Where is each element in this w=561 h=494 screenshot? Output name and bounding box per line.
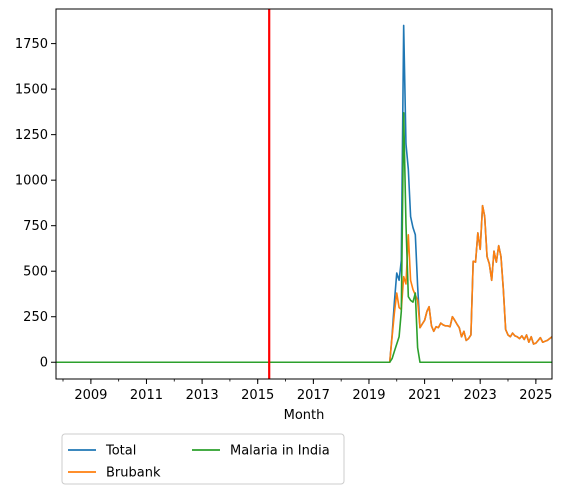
y-tick-label: 1750 bbox=[15, 37, 48, 52]
y-tick-label: 750 bbox=[23, 219, 48, 234]
legend-box bbox=[61, 433, 345, 485]
plot-area bbox=[56, 9, 552, 379]
x-tick-label: 2015 bbox=[241, 388, 274, 403]
x-tick-label: 2009 bbox=[74, 388, 107, 403]
x-tick-label: 2023 bbox=[464, 388, 497, 403]
y-tick-label: 0 bbox=[40, 356, 48, 371]
series-line-malaria-in-india bbox=[56, 111, 552, 364]
x-axis-label: Month bbox=[284, 408, 325, 423]
legend[interactable]: Total Brubank Malaria in India bbox=[61, 433, 345, 485]
x-tick-label: 2013 bbox=[186, 388, 219, 403]
x-tick-label: 2019 bbox=[352, 388, 385, 403]
y-tick-label: 500 bbox=[23, 265, 48, 280]
y-tick-label: 1500 bbox=[15, 83, 48, 98]
legend-label: Brubank bbox=[106, 466, 161, 481]
y-tick-label: 1000 bbox=[15, 174, 48, 189]
legend-label: Malaria in India bbox=[230, 444, 330, 459]
x-tick-label: 2011 bbox=[130, 388, 163, 403]
series-layer bbox=[56, 24, 552, 364]
x-tick-label: 2017 bbox=[297, 388, 330, 403]
x-tick-label: 2025 bbox=[519, 388, 552, 403]
legend-label: Total bbox=[105, 444, 136, 459]
plot-frame bbox=[55, 8, 553, 380]
y-tick-label: 250 bbox=[23, 310, 48, 325]
x-tick-label: 2021 bbox=[408, 388, 441, 403]
y-tick-label: 1250 bbox=[15, 128, 48, 143]
ticks-layer: 2009 2011 2013 2015 2017 2019 2021 2023 2025 0 250… bbox=[15, 37, 552, 403]
